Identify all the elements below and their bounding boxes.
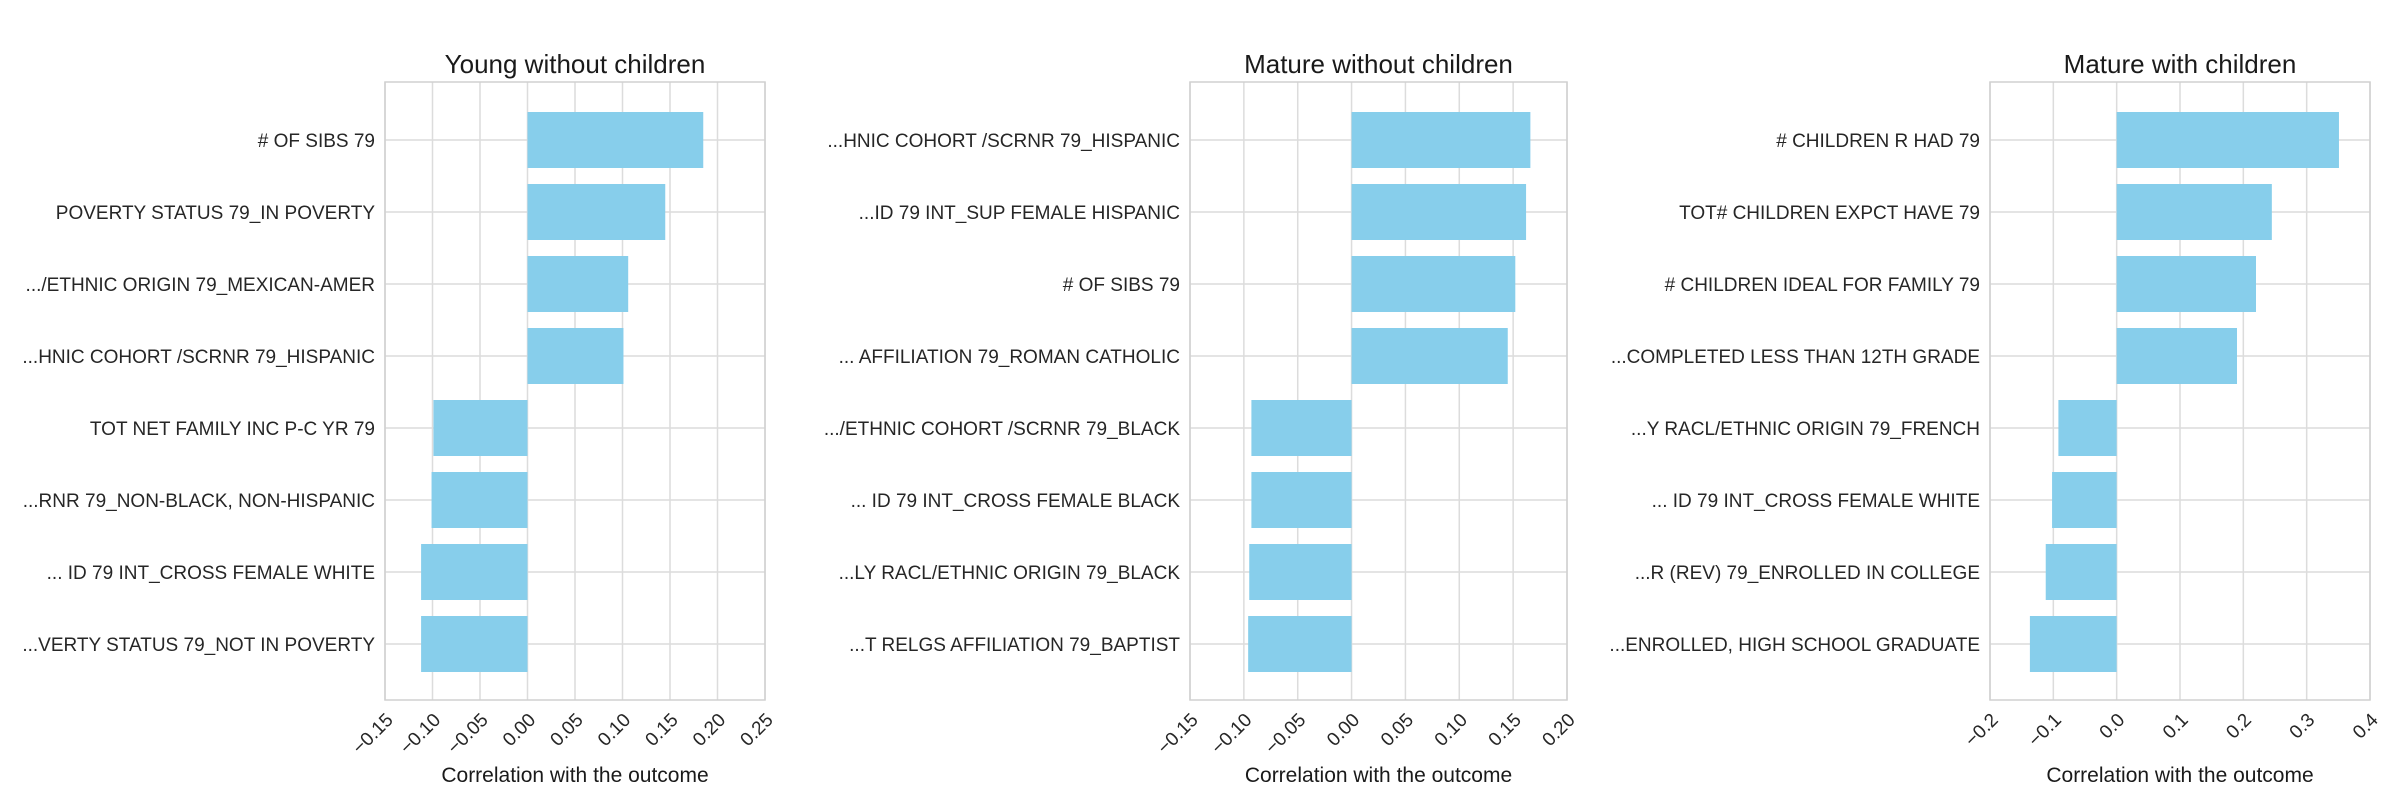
x-tick-label: 0.10 bbox=[1431, 710, 1472, 751]
bar bbox=[2116, 256, 2256, 312]
bar bbox=[1248, 616, 1352, 672]
chart-title: Mature without children bbox=[1244, 49, 1513, 79]
x-tick-label: 0.20 bbox=[689, 710, 730, 751]
category-label: ...HNIC COHORT /SCRNR 79_HISPANIC bbox=[22, 347, 375, 368]
category-label: ...VERTY STATUS 79_NOT IN POVERTY bbox=[22, 635, 375, 656]
x-tick-label: 0.4 bbox=[2349, 709, 2383, 743]
chart-panel-3: # CHILDREN R HAD 79 TOT# CHILDREN EXPCT H… bbox=[1609, 49, 2382, 787]
x-tick-label: −0.10 bbox=[1208, 710, 1257, 759]
x-tick-label: −0.10 bbox=[396, 710, 445, 759]
bar bbox=[433, 400, 528, 456]
category-label: ...ENROLLED, HIGH SCHOOL GRADUATE bbox=[1609, 635, 1980, 656]
x-tick-label: 0.10 bbox=[594, 710, 635, 751]
x-tick-label: 0.05 bbox=[1377, 710, 1418, 751]
bar bbox=[2045, 544, 2117, 600]
bar bbox=[1249, 544, 1352, 600]
bar bbox=[431, 472, 528, 528]
plot-frame bbox=[384, 81, 766, 701]
category-label: TOT# CHILDREN EXPCT HAVE 79 bbox=[1679, 203, 1980, 224]
x-tick-label: 0.25 bbox=[737, 710, 778, 751]
category-label: ...LY RACL/ETHNIC ORIGIN 79_BLACK bbox=[839, 563, 1181, 584]
category-label: POVERTY STATUS 79_IN POVERTY bbox=[56, 203, 376, 224]
bar bbox=[2052, 472, 2117, 528]
bar bbox=[2116, 184, 2272, 240]
category-label: ...Y RACL/ETHNIC ORIGIN 79_FRENCH bbox=[1631, 419, 1980, 440]
x-tick-label: −0.1 bbox=[2025, 710, 2066, 751]
category-label: # CHILDREN R HAD 79 bbox=[1776, 131, 1980, 152]
x-tick-label: 0.2 bbox=[2222, 710, 2256, 744]
x-tick-label: 0.1 bbox=[2159, 710, 2193, 744]
x-tick-label: 0.00 bbox=[1323, 710, 1364, 751]
x-tick-label: 0.15 bbox=[1485, 710, 1526, 751]
category-label: TOT NET FAMILY INC P-C YR 79 bbox=[90, 419, 375, 440]
category-label: ...R (REV) 79_ENROLLED IN COLLEGE bbox=[1635, 563, 1980, 584]
bar bbox=[527, 256, 629, 312]
bar bbox=[1251, 400, 1352, 456]
category-label: # CHILDREN IDEAL FOR FAMILY 79 bbox=[1665, 275, 1980, 296]
x-tick-label: −0.15 bbox=[349, 710, 398, 759]
category-label: ...T RELGS AFFILIATION 79_BAPTIST bbox=[849, 635, 1180, 656]
x-tick-label: −0.05 bbox=[444, 710, 493, 759]
category-label: ...HNIC COHORT /SCRNR 79_HISPANIC bbox=[827, 131, 1180, 152]
x-tick-label: 0.20 bbox=[1539, 710, 1580, 751]
bar bbox=[1351, 112, 1531, 168]
category-label: .../ETHNIC COHORT /SCRNR 79_BLACK bbox=[824, 419, 1180, 440]
x-axis-label: Correlation with the outcome bbox=[1245, 764, 1512, 787]
bar bbox=[527, 112, 704, 168]
category-label: ... AFFILIATION 79_ROMAN CATHOLIC bbox=[839, 347, 1180, 368]
x-tick-label: 0.15 bbox=[642, 710, 683, 751]
chart-panel-2: ...HNIC COHORT /SCRNR 79_HISPANIC ...ID 7… bbox=[824, 49, 1580, 787]
category-label: # OF SIBS 79 bbox=[1063, 275, 1180, 296]
category-label: ...COMPLETED LESS THAN 12TH GRADE bbox=[1611, 347, 1980, 368]
x-tick-label: −0.2 bbox=[1961, 710, 2002, 751]
category-label: ...ID 79 INT_SUP FEMALE HISPANIC bbox=[859, 203, 1180, 224]
category-label: ... ID 79 INT_CROSS FEMALE WHITE bbox=[1652, 491, 1980, 512]
bar bbox=[421, 544, 528, 600]
x-tick-label: 0.00 bbox=[499, 710, 540, 751]
chart-title: Young without children bbox=[445, 49, 706, 79]
category-label: ... ID 79 INT_CROSS FEMALE BLACK bbox=[851, 491, 1181, 512]
x-tick-label: −0.15 bbox=[1154, 710, 1203, 759]
x-axis-label: Correlation with the outcome bbox=[2046, 764, 2313, 787]
category-label: ...RNR 79_NON-BLACK, NON-HISPANIC bbox=[23, 491, 375, 512]
plot-frame bbox=[1989, 81, 2371, 701]
bar bbox=[2116, 328, 2237, 384]
x-tick-label: 0.05 bbox=[547, 710, 588, 751]
chart-title: Mature with children bbox=[2064, 49, 2297, 79]
x-tick-label: 0.3 bbox=[2286, 710, 2320, 744]
chart-panel-1: # OF SIBS 79 POVERTY STATUS 79_IN POVERTY… bbox=[22, 49, 777, 787]
x-axis-label: Correlation with the outcome bbox=[441, 764, 708, 787]
x-tick-label: −0.05 bbox=[1261, 710, 1310, 759]
category-label: ... ID 79 INT_CROSS FEMALE WHITE bbox=[47, 563, 375, 584]
bar bbox=[2058, 400, 2117, 456]
bar bbox=[527, 328, 624, 384]
bar bbox=[1351, 328, 1508, 384]
bar bbox=[1351, 256, 1516, 312]
bar bbox=[2116, 112, 2339, 168]
bar bbox=[1251, 472, 1352, 528]
bar bbox=[1351, 184, 1527, 240]
bar bbox=[2029, 616, 2117, 672]
bar bbox=[527, 184, 666, 240]
category-label: .../ETHNIC ORIGIN 79_MEXICAN-AMER bbox=[26, 275, 375, 296]
bar bbox=[421, 616, 528, 672]
plot-frame bbox=[1189, 81, 1568, 701]
category-label: # OF SIBS 79 bbox=[258, 131, 375, 152]
x-tick-label: 0.0 bbox=[2096, 710, 2130, 744]
